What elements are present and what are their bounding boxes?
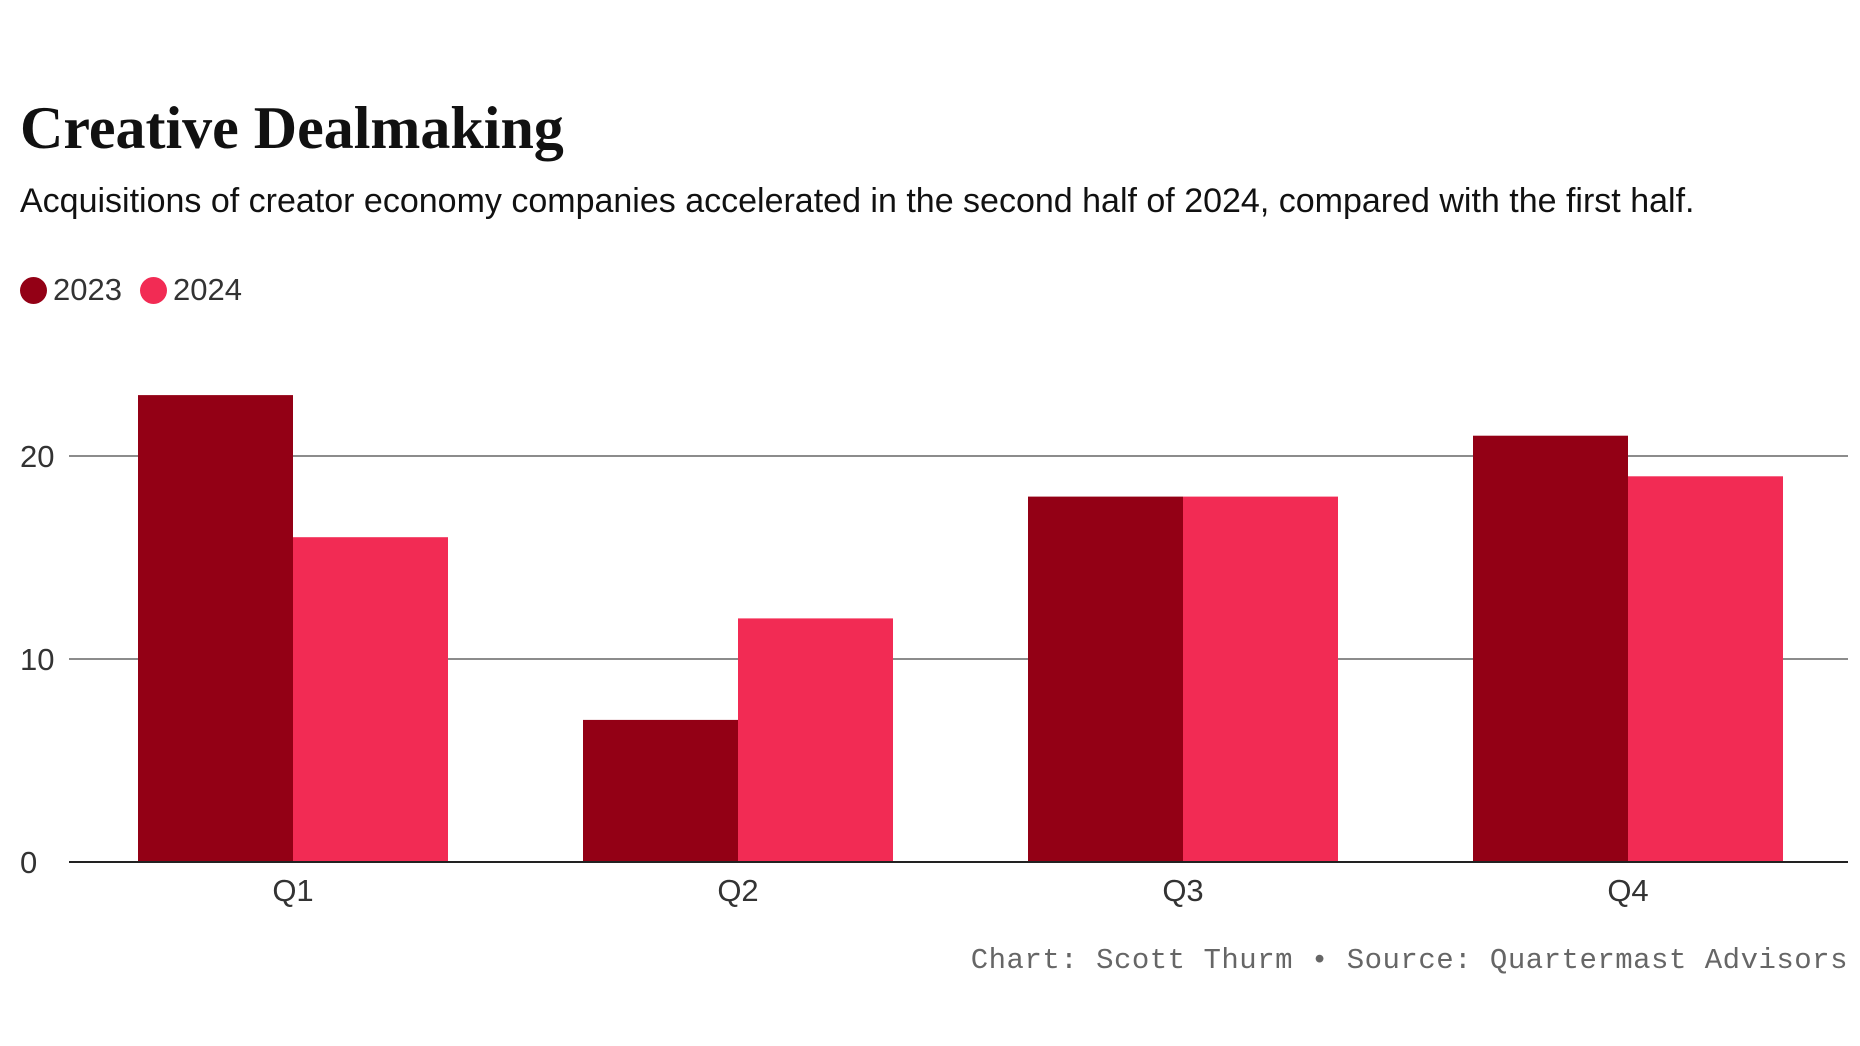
y-tick-label-20: 20 xyxy=(20,439,54,474)
y-tick-label-10: 10 xyxy=(20,642,54,677)
chart-credit: Chart: Scott Thurm • Source: Quartermast… xyxy=(970,944,1848,977)
x-tick-label-q1: Q1 xyxy=(272,873,313,908)
legend-swatch-2023 xyxy=(20,276,47,304)
bar-q1-2023 xyxy=(138,395,293,862)
x-tick-label-q4: Q4 xyxy=(1607,873,1648,908)
legend-item-2024: 2024 xyxy=(139,272,242,308)
bar-q3-2024 xyxy=(1183,496,1338,862)
chart-subtitle: Acquisitions of creator economy companie… xyxy=(20,182,1695,220)
chart-title: Creative Dealmaking xyxy=(20,95,564,161)
x-tick-label-q3: Q3 xyxy=(1162,873,1203,908)
bar-q2-2024 xyxy=(738,618,893,862)
legend-label-2024: 2024 xyxy=(172,272,242,307)
legend-label-2023: 2023 xyxy=(53,272,122,307)
bar-q4-2024 xyxy=(1628,476,1783,862)
legend: 2023 2024 xyxy=(20,272,260,308)
y-tick-label-0: 0 xyxy=(20,845,37,880)
legend-swatch-2024 xyxy=(139,276,167,304)
bar-q3-2023 xyxy=(1028,496,1183,862)
x-tick-label-q2: Q2 xyxy=(717,873,758,908)
bar-q2-2023 xyxy=(583,719,738,862)
bar-q4-2023 xyxy=(1473,435,1628,862)
bar-q1-2024 xyxy=(293,537,448,862)
legend-item-2023: 2023 xyxy=(20,272,122,308)
